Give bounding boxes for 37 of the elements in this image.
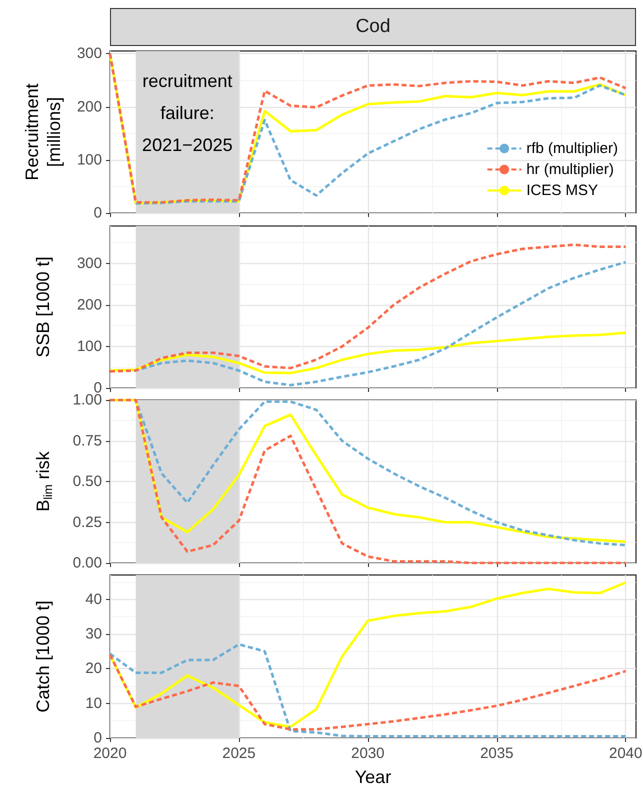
y-tick-label: 0.25 — [72, 514, 102, 531]
y-tick-label: 0 — [94, 730, 102, 746]
y-tick-label: 40 — [85, 590, 102, 608]
y-tick-label: 0 — [94, 204, 102, 222]
band-label: recruitment failure: 2021−2025 — [142, 71, 233, 155]
line-series — [108, 643, 627, 738]
y-tick-label: 10 — [85, 694, 102, 712]
y-axis-title: SSB [1000 t] — [33, 256, 53, 358]
line-series — [108, 332, 627, 374]
x-tick-label: 2025 — [222, 745, 256, 762]
y-tick-label: 300 — [76, 45, 102, 62]
y-tick-label: 0.75 — [72, 432, 102, 450]
y-axis-title: Catch [1000 t] — [33, 600, 53, 713]
y-axis-title: Blim risk — [33, 450, 55, 512]
x-tick-label: 2030 — [351, 745, 385, 762]
line-series — [108, 654, 627, 731]
x-tick-label: 2040 — [609, 745, 642, 762]
y-tick-label: 200 — [76, 296, 102, 314]
x-tick-label: 2020 — [93, 745, 127, 762]
legend-label: hr (multiplier) — [526, 161, 614, 178]
y-axis-title: Recruitment [millions] — [22, 83, 64, 181]
legend-label: ICES MSY — [526, 182, 598, 199]
y-tick-label: 30 — [85, 625, 102, 642]
x-tick-label: 2035 — [480, 745, 514, 762]
y-tick-label: 1.00 — [72, 392, 102, 408]
y-tick-label: 200 — [76, 98, 102, 116]
y-tick-label: 300 — [76, 254, 102, 272]
y-tick-label: 100 — [76, 151, 102, 168]
y-tick-label: 100 — [76, 338, 102, 355]
x-axis-title: Year — [354, 767, 392, 787]
legend-label: rfb (multiplier) — [526, 140, 618, 157]
line-series — [108, 243, 627, 373]
chart-title: Cod — [110, 8, 636, 46]
y-tick-label: 0.50 — [72, 473, 102, 490]
y-tick-label: 0.00 — [72, 554, 102, 572]
y-tick-label: 20 — [85, 660, 102, 678]
line-series — [108, 581, 627, 728]
